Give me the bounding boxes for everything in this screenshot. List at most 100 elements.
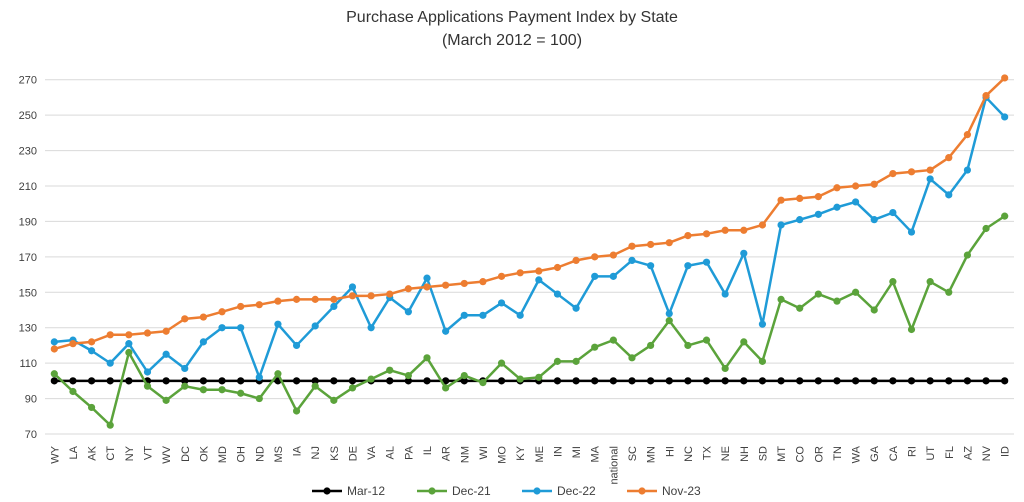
data-point bbox=[292, 295, 301, 303]
x-tick-label: IL bbox=[422, 446, 434, 455]
data-point bbox=[833, 203, 841, 211]
x-tick-label: VT bbox=[142, 446, 154, 460]
x-tick-label: WA bbox=[851, 445, 863, 463]
data-point bbox=[255, 394, 263, 403]
data-point bbox=[125, 340, 133, 348]
data-point bbox=[889, 208, 897, 217]
data-point bbox=[852, 182, 860, 190]
series-line bbox=[54, 96, 1006, 379]
data-point bbox=[665, 377, 673, 385]
y-tick-label: 210 bbox=[19, 181, 37, 193]
data-point bbox=[814, 193, 822, 201]
data-point bbox=[702, 258, 711, 266]
y-tick-label: 150 bbox=[19, 287, 37, 299]
data-point bbox=[907, 325, 916, 334]
data-point bbox=[479, 278, 487, 286]
data-point bbox=[199, 338, 207, 346]
x-tick-label: MN bbox=[646, 446, 658, 463]
y-tick-label: 250 bbox=[19, 110, 37, 122]
data-point bbox=[609, 336, 617, 344]
y-tick-label: 130 bbox=[19, 323, 37, 335]
data-point bbox=[572, 377, 580, 385]
data-point bbox=[591, 253, 599, 261]
data-point bbox=[758, 320, 767, 328]
data-point bbox=[292, 341, 301, 350]
data-point bbox=[1001, 113, 1009, 121]
x-tick-label: MS bbox=[273, 446, 285, 463]
data-point bbox=[516, 269, 524, 277]
data-point bbox=[87, 403, 96, 412]
data-point bbox=[404, 285, 412, 293]
data-point bbox=[460, 371, 468, 380]
data-point bbox=[348, 384, 357, 392]
data-point bbox=[628, 256, 636, 264]
data-point bbox=[181, 377, 189, 385]
data-point bbox=[609, 377, 617, 385]
data-point bbox=[740, 338, 748, 346]
data-point bbox=[684, 262, 692, 270]
x-tick-label: PA bbox=[403, 445, 415, 460]
x-tick-label: ME bbox=[534, 446, 546, 463]
data-point bbox=[628, 377, 636, 385]
data-point bbox=[758, 357, 767, 365]
data-point bbox=[162, 377, 170, 385]
data-point bbox=[647, 341, 655, 350]
data-point bbox=[702, 336, 711, 344]
data-point bbox=[311, 377, 319, 385]
x-tick-label: TN bbox=[832, 446, 844, 461]
data-point bbox=[702, 377, 711, 385]
data-point bbox=[348, 377, 357, 385]
data-point bbox=[106, 359, 114, 367]
data-point bbox=[609, 251, 617, 259]
x-tick-label: MT bbox=[776, 446, 788, 462]
data-point bbox=[926, 377, 934, 385]
data-point bbox=[367, 375, 375, 383]
data-point bbox=[237, 324, 245, 332]
data-point bbox=[963, 131, 972, 139]
legend-swatch-marker bbox=[428, 487, 436, 495]
data-point bbox=[945, 154, 953, 162]
data-point bbox=[386, 366, 394, 374]
x-tick-label: LA bbox=[68, 445, 80, 459]
data-point bbox=[982, 92, 990, 100]
x-tick-label: ID bbox=[1000, 446, 1012, 457]
x-tick-label: WI bbox=[478, 446, 490, 459]
data-point bbox=[628, 354, 636, 362]
x-tick-label: MO bbox=[497, 446, 509, 464]
data-point bbox=[404, 308, 412, 316]
x-tick-label: NV bbox=[981, 445, 993, 461]
data-point bbox=[367, 292, 375, 300]
y-tick-label: 190 bbox=[19, 216, 37, 228]
data-point bbox=[721, 226, 729, 234]
legend-label: Dec-22 bbox=[557, 484, 596, 498]
data-point bbox=[591, 377, 599, 385]
data-point bbox=[889, 377, 897, 385]
x-tick-label: OK bbox=[198, 445, 210, 462]
data-point bbox=[423, 274, 431, 282]
legend: Mar-12 Dec-21 Dec-22 Nov-23 bbox=[312, 484, 701, 498]
data-point bbox=[69, 387, 77, 396]
data-point bbox=[591, 343, 599, 351]
data-point bbox=[852, 377, 860, 385]
data-point bbox=[125, 331, 133, 339]
data-point bbox=[945, 377, 953, 385]
data-point bbox=[181, 364, 189, 373]
data-point bbox=[330, 396, 338, 404]
data-point bbox=[684, 341, 692, 350]
data-point bbox=[218, 377, 226, 385]
data-point bbox=[740, 226, 748, 234]
legend-swatch-marker bbox=[323, 487, 331, 495]
data-point bbox=[740, 249, 748, 257]
legend-swatch-marker bbox=[533, 487, 541, 495]
data-point bbox=[181, 382, 189, 390]
data-point bbox=[628, 242, 636, 250]
data-point bbox=[497, 359, 506, 367]
data-point bbox=[69, 340, 77, 348]
data-point bbox=[870, 180, 878, 188]
data-point bbox=[796, 194, 804, 202]
data-point bbox=[647, 240, 655, 249]
x-tick-label: GA bbox=[869, 445, 881, 462]
data-point bbox=[50, 345, 58, 353]
data-point bbox=[963, 377, 972, 385]
data-point bbox=[721, 364, 729, 373]
